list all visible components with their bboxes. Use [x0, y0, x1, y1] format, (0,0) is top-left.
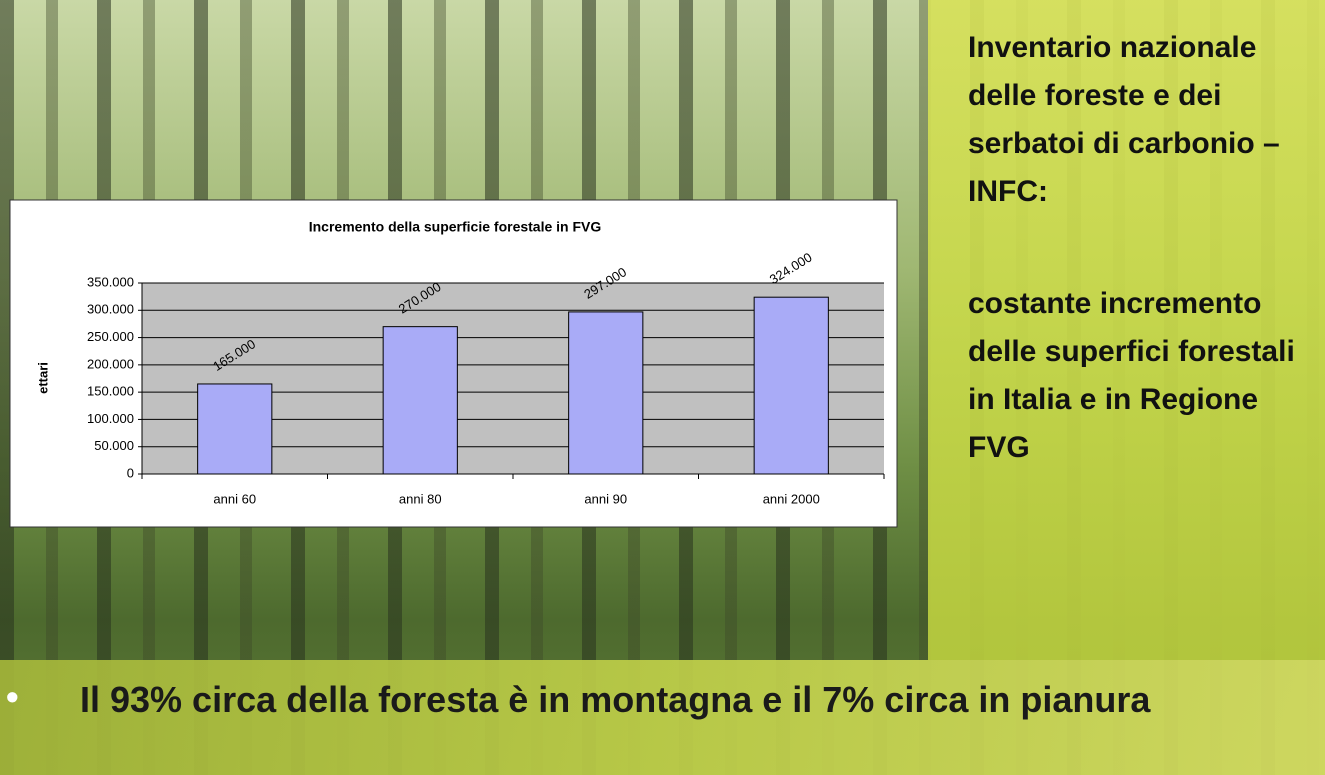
x-tick-label: anni 90: [584, 491, 627, 506]
y-tick-label: 300.000: [87, 302, 134, 317]
chart: Incremento della superficie forestale in…: [0, 0, 1325, 775]
bar: [383, 327, 457, 474]
chart-title: Incremento della superficie forestale in…: [309, 219, 602, 235]
y-tick-label: 200.000: [87, 356, 134, 371]
x-tick-label: anni 2000: [763, 491, 820, 506]
y-tick-label: 150.000: [87, 384, 134, 399]
x-tick-label: anni 60: [213, 491, 256, 506]
y-axis-label: ettari: [35, 362, 50, 394]
y-tick-label: 250.000: [87, 329, 134, 344]
x-tick-label: anni 80: [399, 491, 442, 506]
y-tick-label: 100.000: [87, 411, 134, 426]
y-tick-label: 50.000: [94, 438, 134, 453]
bar: [198, 384, 272, 474]
bar: [569, 312, 643, 474]
y-tick-label: 350.000: [87, 274, 134, 289]
y-tick-label: 0: [127, 465, 134, 480]
slide: Inventario nazionale delle foreste e dei…: [0, 0, 1325, 775]
bar: [754, 297, 828, 474]
